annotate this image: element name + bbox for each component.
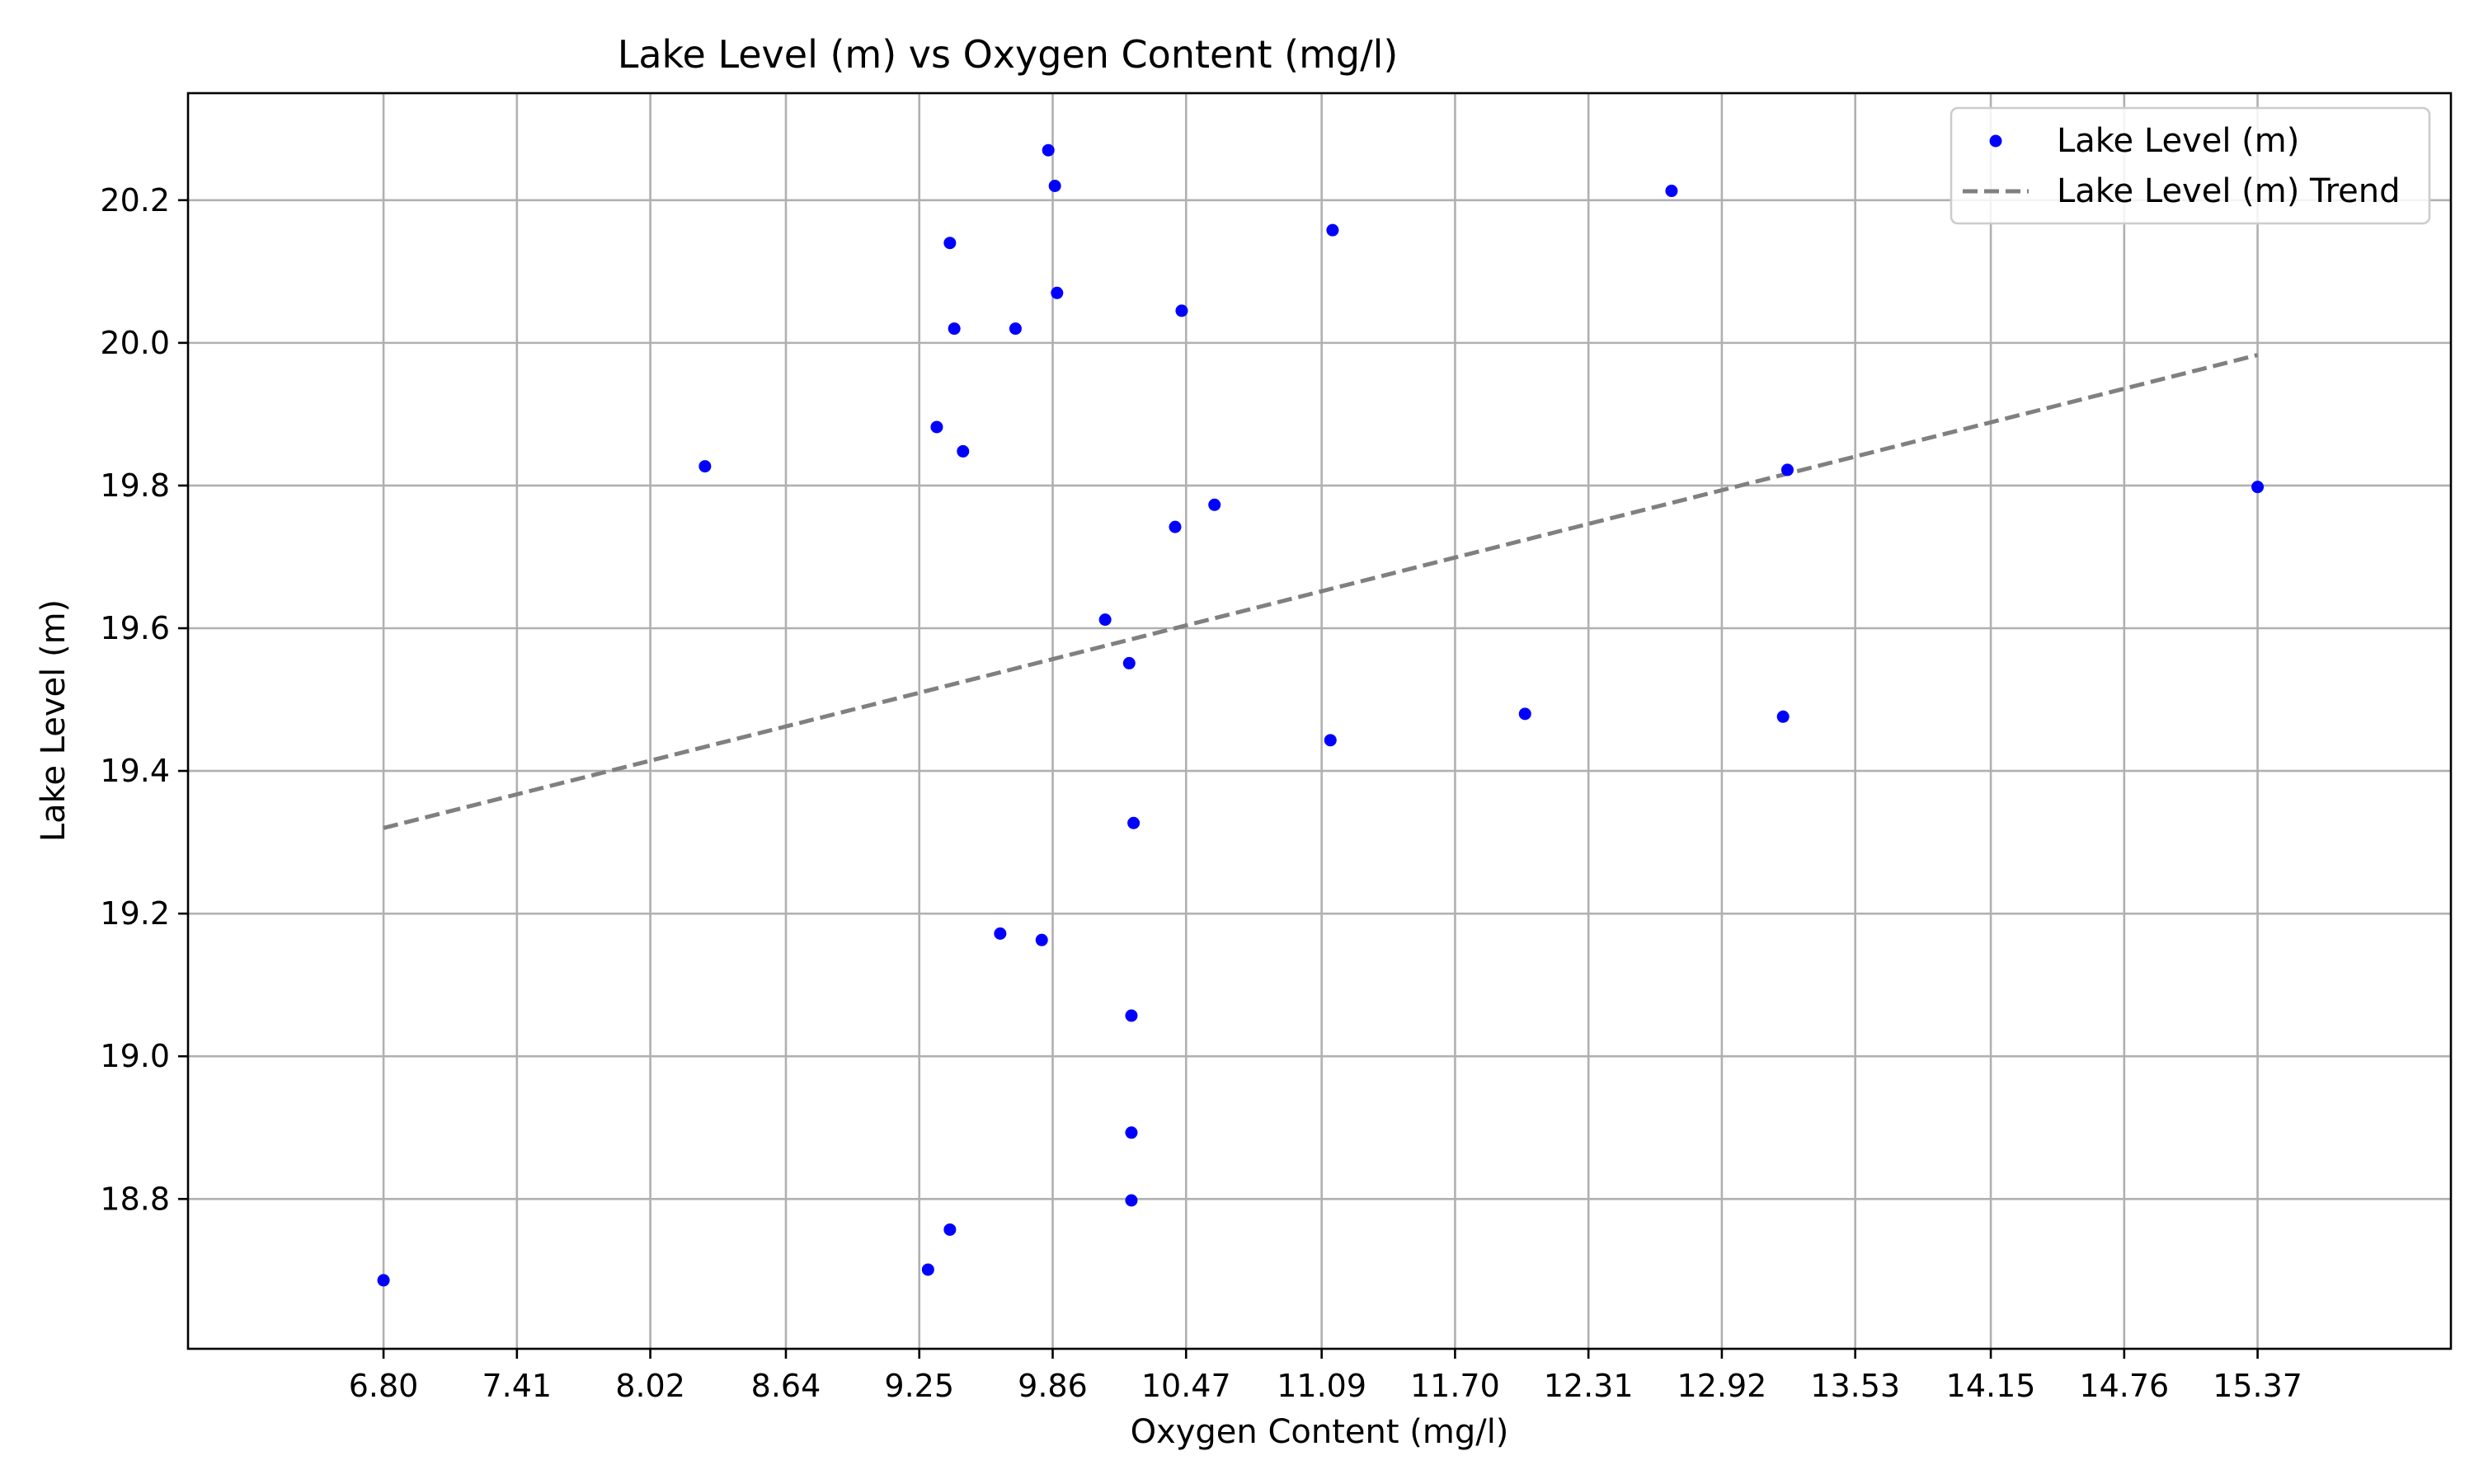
x-tick-label: 12.92 [1677,1368,1767,1404]
y-tick-label: 19.2 [100,895,170,932]
y-axis-title: Lake Level (m) [35,599,73,842]
data-point [948,322,961,336]
y-tick-label: 19.8 [100,467,170,504]
data-point [1169,520,1182,533]
data-point [1175,304,1188,317]
y-tick-label: 20.2 [100,182,170,218]
y-tick-label: 19.4 [100,753,170,789]
x-tick-label: 13.53 [1810,1368,1900,1404]
data-point [1042,143,1055,157]
grid-layer [188,93,2451,1349]
data-point [1125,1194,1138,1207]
legend-label-trend: Lake Level (m) Trend [2057,172,2401,210]
legend: Lake Level (m) Lake Level (m) Trend [1950,106,2431,225]
x-tick-label: 10.47 [1141,1368,1231,1404]
data-point [994,927,1007,940]
data-point [943,237,957,250]
chart-title: Lake Level (m) vs Oxygen Content (mg/l) [618,32,1399,77]
data-point [1035,933,1048,946]
data-point [1326,223,1339,237]
legend-label-scatter: Lake Level (m) [2057,122,2299,160]
data-point [2251,481,2265,494]
data-point [930,420,943,434]
y-tick-label: 18.8 [100,1181,170,1217]
x-axis-title: Oxygen Content (mg/l) [1131,1413,1509,1451]
data-point [943,1223,957,1236]
data-point [1324,734,1337,747]
data-point [921,1263,934,1276]
x-tick-label: 8.64 [751,1368,821,1404]
data-point [1518,707,1531,721]
y-axis-ticks: 18.8 19.0 19.2 19.4 19.6 19.8 20.0 20.2 [100,182,188,1217]
plot-frame [186,92,2453,1350]
data-point [1780,463,1794,477]
data-point [1122,656,1136,669]
x-axis-ticks: 6.80 7.41 8.02 8.64 9.25 9.86 10.47 11.09 11.70 1… [349,1349,2302,1404]
data-point [1125,1126,1138,1139]
x-tick-label: 14.76 [2079,1368,2169,1404]
data-point [1051,286,1064,299]
x-tick-label: 12.31 [1544,1368,1634,1404]
data-point [1125,1009,1138,1022]
y-tick-label: 19.6 [100,610,170,646]
data-point [1776,710,1790,723]
data-point [1098,613,1112,627]
data-point [1127,816,1141,829]
legend-box [1950,106,2431,225]
data-point [957,444,970,458]
x-tick-label: 6.80 [349,1368,419,1404]
x-tick-label: 8.02 [615,1368,685,1404]
x-tick-label: 7.41 [482,1368,553,1404]
data-point [1009,322,1022,336]
x-tick-label: 11.09 [1277,1368,1366,1404]
y-tick-label: 19.0 [100,1038,170,1074]
data-point [698,460,712,473]
trend-layer [383,353,2259,830]
y-tick-label: 20.0 [100,325,170,361]
x-tick-label: 9.86 [1018,1368,1088,1404]
x-tick-label: 11.70 [1410,1368,1500,1404]
trend-line [383,353,2259,830]
x-tick-label: 9.25 [884,1368,954,1404]
x-tick-label: 14.15 [1946,1368,2036,1404]
data-point [1208,498,1221,511]
points-layer [377,143,2265,1287]
legend-scatter-marker [1989,134,2002,148]
data-point [1665,185,1678,198]
data-point [377,1274,390,1287]
data-point [1048,179,1061,192]
x-tick-label: 15.37 [2213,1368,2302,1404]
